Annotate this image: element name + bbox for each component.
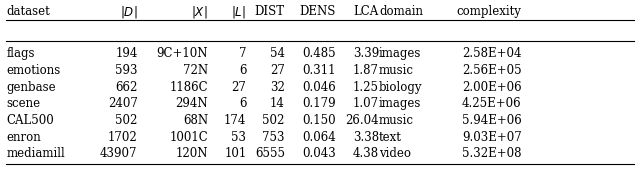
Text: 26.04: 26.04 — [345, 114, 379, 127]
Text: 0.150: 0.150 — [302, 114, 336, 127]
Text: $|D|$: $|D|$ — [120, 4, 138, 20]
Text: 101: 101 — [224, 147, 246, 160]
Text: DIST: DIST — [255, 5, 285, 18]
Text: 32: 32 — [270, 81, 285, 93]
Text: mediamill: mediamill — [6, 147, 65, 160]
Text: 6: 6 — [239, 64, 246, 77]
Text: 174: 174 — [224, 114, 246, 127]
Text: dataset: dataset — [6, 5, 50, 18]
Text: 68N: 68N — [183, 114, 208, 127]
Text: 6555: 6555 — [255, 147, 285, 160]
Text: CAL500: CAL500 — [6, 114, 54, 127]
Text: 1.07: 1.07 — [353, 98, 379, 110]
Text: 6: 6 — [239, 98, 246, 110]
Text: 53: 53 — [232, 131, 246, 144]
Text: complexity: complexity — [457, 5, 522, 18]
Text: 593: 593 — [115, 64, 138, 77]
Text: 1186C: 1186C — [170, 81, 208, 93]
Text: 0.046: 0.046 — [302, 81, 336, 93]
Text: genbase: genbase — [6, 81, 56, 93]
Text: 54: 54 — [270, 47, 285, 60]
Text: 662: 662 — [115, 81, 138, 93]
Text: 27: 27 — [270, 64, 285, 77]
Text: 5.94E+06: 5.94E+06 — [462, 114, 522, 127]
Text: LCA: LCA — [354, 5, 379, 18]
Text: 1.87: 1.87 — [353, 64, 379, 77]
Text: biology: biology — [379, 81, 422, 93]
Text: 3.39: 3.39 — [353, 47, 379, 60]
Text: 194: 194 — [115, 47, 138, 60]
Text: 9C+10N: 9C+10N — [157, 47, 208, 60]
Text: $|L|$: $|L|$ — [232, 4, 246, 20]
Text: 7: 7 — [239, 47, 246, 60]
Text: 5.32E+08: 5.32E+08 — [462, 147, 522, 160]
Text: 3.38: 3.38 — [353, 131, 379, 144]
Text: music: music — [379, 64, 414, 77]
Text: video: video — [379, 147, 411, 160]
Text: 502: 502 — [262, 114, 285, 127]
Text: images: images — [379, 47, 421, 60]
Text: 27: 27 — [232, 81, 246, 93]
Text: 2.00E+06: 2.00E+06 — [462, 81, 522, 93]
Text: 2.58E+04: 2.58E+04 — [462, 47, 522, 60]
Text: domain: domain — [379, 5, 423, 18]
Text: images: images — [379, 98, 421, 110]
Text: 14: 14 — [270, 98, 285, 110]
Text: DENS: DENS — [300, 5, 336, 18]
Text: 1702: 1702 — [108, 131, 138, 144]
Text: music: music — [379, 114, 414, 127]
Text: text: text — [379, 131, 402, 144]
Text: 0.311: 0.311 — [303, 64, 336, 77]
Text: 4.25E+06: 4.25E+06 — [462, 98, 522, 110]
Text: 120N: 120N — [175, 147, 208, 160]
Text: 1.25: 1.25 — [353, 81, 379, 93]
Text: 0.043: 0.043 — [302, 147, 336, 160]
Text: 72N: 72N — [183, 64, 208, 77]
Text: flags: flags — [6, 47, 35, 60]
Text: 753: 753 — [262, 131, 285, 144]
Text: 43907: 43907 — [100, 147, 138, 160]
Text: 2407: 2407 — [108, 98, 138, 110]
Text: 0.485: 0.485 — [302, 47, 336, 60]
Text: 0.179: 0.179 — [302, 98, 336, 110]
Text: 4.38: 4.38 — [353, 147, 379, 160]
Text: scene: scene — [6, 98, 40, 110]
Text: emotions: emotions — [6, 64, 61, 77]
Text: enron: enron — [6, 131, 41, 144]
Text: $|X|$: $|X|$ — [191, 4, 208, 20]
Text: 294N: 294N — [175, 98, 208, 110]
Text: 1001C: 1001C — [169, 131, 208, 144]
Text: 502: 502 — [115, 114, 138, 127]
Text: 2.56E+05: 2.56E+05 — [462, 64, 522, 77]
Text: 9.03E+07: 9.03E+07 — [462, 131, 522, 144]
Text: 0.064: 0.064 — [302, 131, 336, 144]
